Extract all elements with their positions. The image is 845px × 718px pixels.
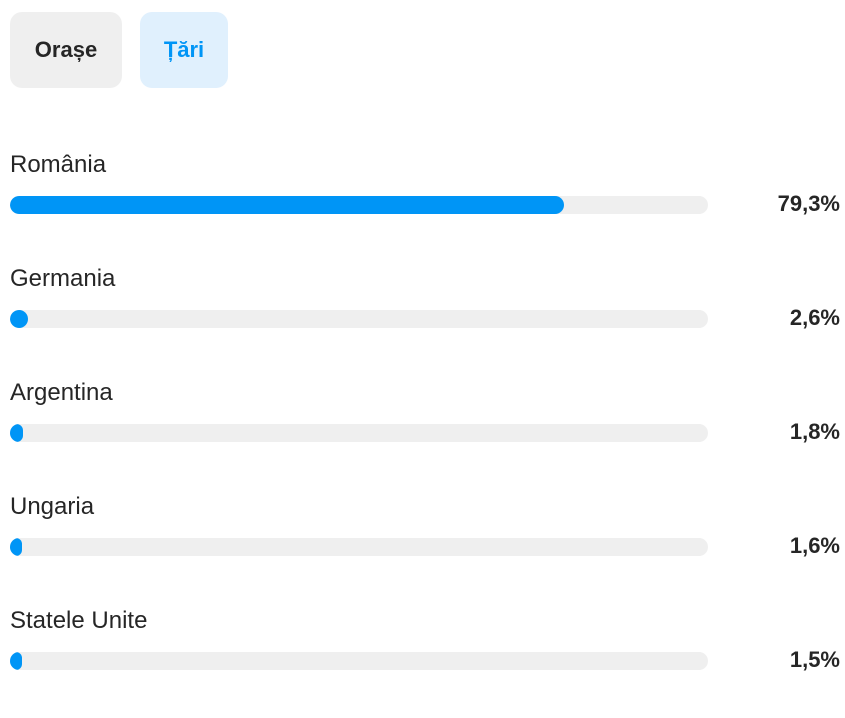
progress-fill [10, 310, 29, 328]
country-name: Germania [10, 265, 116, 292]
country-name: Statele Unite [10, 607, 148, 634]
tab-countries[interactable]: Țări [140, 12, 228, 88]
country-name: România [10, 151, 107, 178]
country-name: Argentina [10, 379, 113, 406]
progress-fill [10, 424, 23, 442]
progress-track [10, 196, 708, 214]
progress-fill [10, 538, 22, 556]
country-percent: 1,8% [789, 419, 840, 444]
progress-fill [10, 652, 22, 670]
tab-cities[interactable]: Orașe [10, 12, 122, 88]
list-item: România 79,3% [10, 148, 840, 262]
progress-track [10, 652, 708, 670]
progress-track [10, 310, 708, 328]
country-list: România 79,3% Germania 2,6% Argentina 1,… [10, 148, 840, 718]
list-item: Argentina 1,8% [10, 376, 840, 490]
country-percent: 1,6% [789, 533, 840, 558]
progress-track [10, 424, 708, 442]
list-item: Statele Unite 1,5% [10, 604, 840, 718]
progress-fill [10, 196, 564, 214]
country-name: Ungaria [10, 493, 95, 520]
list-item: Germania 2,6% [10, 262, 840, 376]
progress-track [10, 538, 708, 556]
country-percent: 79,3% [777, 191, 840, 216]
country-percent: 2,6% [789, 305, 840, 330]
list-item: Ungaria 1,6% [10, 490, 840, 604]
location-tabs: Orașe Țări [10, 12, 228, 88]
country-percent: 1,5% [789, 647, 840, 672]
